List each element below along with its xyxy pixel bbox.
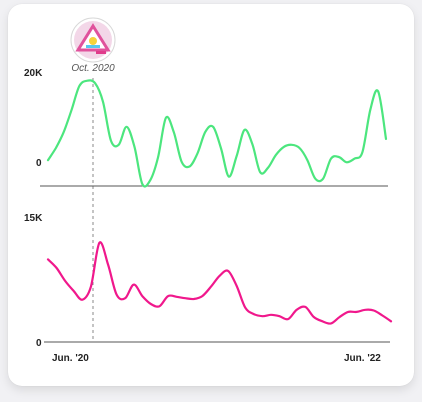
bottom-y-tick-max: 15K — [24, 213, 43, 224]
x-tick-end: Jun. '22 — [344, 353, 381, 364]
chart-card — [8, 4, 414, 386]
bottom-y-tick-zero: 0 — [36, 338, 42, 349]
x-tick-start: Jun. '20 — [52, 353, 89, 364]
bottom-series-line — [46, 241, 393, 325]
top-y-tick-max: 20K — [24, 68, 43, 79]
top-series-line — [46, 79, 388, 188]
top-y-tick-zero: 0 — [36, 158, 42, 169]
album-cover-icon — [70, 17, 116, 63]
annotation-label: Oct. 2020 — [71, 63, 115, 74]
